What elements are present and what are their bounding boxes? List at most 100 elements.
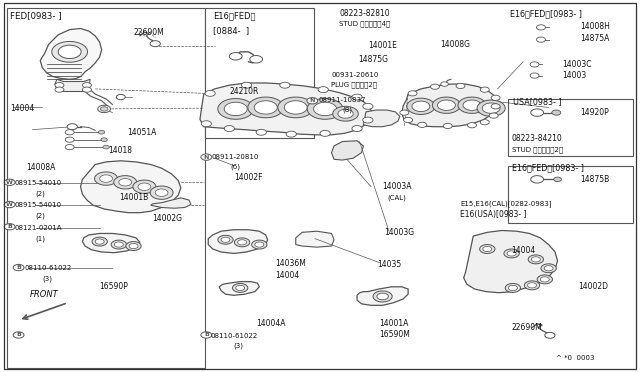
Polygon shape — [314, 102, 337, 116]
Polygon shape — [116, 94, 125, 100]
Polygon shape — [4, 201, 15, 208]
Polygon shape — [224, 102, 247, 116]
Polygon shape — [208, 230, 268, 253]
Polygon shape — [219, 282, 259, 295]
Polygon shape — [4, 179, 15, 186]
Text: 24210R: 24210R — [229, 87, 259, 96]
Polygon shape — [55, 83, 64, 88]
Text: 08110-61022: 08110-61022 — [210, 333, 257, 339]
Polygon shape — [482, 103, 500, 113]
Polygon shape — [479, 244, 495, 253]
Polygon shape — [296, 231, 334, 247]
Text: E16(USA)[0983- ]: E16(USA)[0983- ] — [461, 211, 527, 219]
Polygon shape — [418, 122, 427, 128]
Polygon shape — [229, 52, 242, 60]
Polygon shape — [524, 281, 540, 290]
Text: 14003A: 14003A — [383, 182, 412, 191]
Polygon shape — [205, 90, 215, 96]
Text: 14002F: 14002F — [234, 173, 262, 182]
Polygon shape — [458, 97, 486, 113]
Text: (8): (8) — [342, 107, 353, 113]
Polygon shape — [491, 95, 500, 100]
FancyBboxPatch shape — [508, 99, 633, 156]
Polygon shape — [83, 83, 92, 88]
Polygon shape — [480, 120, 489, 125]
Text: (3): (3) — [234, 343, 244, 349]
Polygon shape — [438, 100, 456, 110]
Text: 22690M: 22690M — [511, 323, 542, 332]
Polygon shape — [55, 87, 64, 92]
Polygon shape — [115, 242, 124, 247]
Polygon shape — [101, 138, 108, 141]
Text: (2): (2) — [36, 212, 45, 219]
Text: 14001E: 14001E — [368, 41, 397, 51]
Polygon shape — [536, 25, 545, 30]
Polygon shape — [527, 283, 536, 288]
Polygon shape — [363, 103, 373, 109]
Polygon shape — [373, 291, 392, 302]
Polygon shape — [530, 73, 539, 78]
Polygon shape — [505, 283, 520, 292]
FancyBboxPatch shape — [508, 166, 633, 223]
Text: 14018: 14018 — [108, 146, 132, 155]
Text: 16590M: 16590M — [379, 330, 410, 340]
Polygon shape — [4, 224, 15, 230]
Polygon shape — [237, 240, 246, 245]
Text: 22690M: 22690M — [134, 28, 164, 37]
Text: 08110-61022: 08110-61022 — [25, 265, 72, 271]
Polygon shape — [483, 246, 492, 251]
Polygon shape — [507, 251, 516, 256]
Polygon shape — [544, 266, 553, 271]
Text: 14920P: 14920P — [580, 108, 609, 117]
Polygon shape — [65, 137, 74, 142]
Polygon shape — [92, 237, 108, 246]
Polygon shape — [67, 124, 77, 130]
Polygon shape — [408, 91, 417, 96]
Polygon shape — [508, 285, 517, 291]
Polygon shape — [114, 176, 137, 189]
Polygon shape — [232, 283, 248, 292]
Polygon shape — [531, 176, 543, 183]
Text: (CAL): (CAL) — [387, 195, 406, 201]
Polygon shape — [200, 83, 372, 135]
Polygon shape — [357, 287, 408, 305]
Text: (1): (1) — [36, 235, 46, 242]
Polygon shape — [278, 97, 314, 118]
Polygon shape — [81, 161, 180, 213]
Polygon shape — [400, 110, 409, 115]
Polygon shape — [40, 29, 102, 79]
Text: 14002D: 14002D — [579, 282, 609, 291]
Text: N: N — [204, 155, 209, 160]
Polygon shape — [100, 107, 108, 111]
Text: 14004: 14004 — [511, 246, 536, 255]
Polygon shape — [218, 99, 253, 119]
Text: STUD スタッド（2）: STUD スタッド（2） — [511, 146, 563, 153]
Polygon shape — [433, 97, 461, 113]
Polygon shape — [95, 172, 118, 185]
Polygon shape — [126, 241, 141, 250]
Polygon shape — [364, 110, 400, 127]
Polygon shape — [234, 238, 250, 247]
Polygon shape — [536, 37, 545, 42]
Polygon shape — [280, 82, 290, 88]
Text: 00931-20610: 00931-20610 — [332, 72, 379, 78]
Polygon shape — [119, 179, 132, 186]
Text: E16（FED）[0983- ]: E16（FED）[0983- ] — [511, 164, 584, 173]
Polygon shape — [338, 109, 353, 118]
Polygon shape — [412, 101, 430, 112]
Polygon shape — [65, 144, 74, 150]
Polygon shape — [241, 82, 252, 88]
Polygon shape — [156, 189, 168, 196]
Text: B: B — [16, 333, 21, 337]
Text: 14008G: 14008G — [440, 40, 470, 49]
Text: (3): (3) — [42, 275, 52, 282]
Polygon shape — [224, 126, 234, 132]
Text: [0884-  ]: [0884- ] — [212, 26, 249, 36]
Polygon shape — [307, 99, 343, 119]
Text: 14051A: 14051A — [127, 128, 157, 137]
Polygon shape — [52, 41, 88, 62]
Text: 14008H: 14008H — [580, 22, 611, 31]
Polygon shape — [150, 41, 161, 46]
Polygon shape — [477, 100, 505, 116]
Text: E16（FED）[0983- ]: E16（FED）[0983- ] — [510, 9, 582, 18]
